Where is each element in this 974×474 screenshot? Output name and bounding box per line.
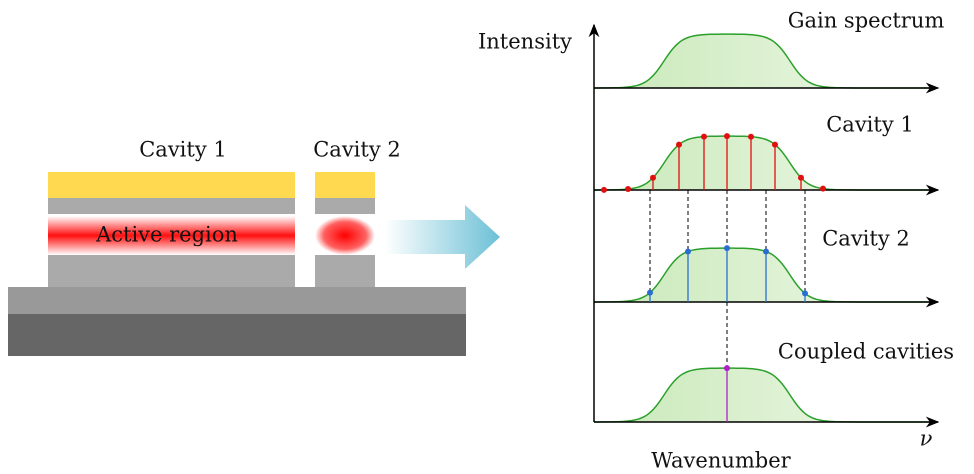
gain-fill	[594, 136, 930, 190]
cavity-label: Cavity 2	[313, 138, 401, 162]
arrow	[385, 205, 500, 269]
panel-label: Gain spectrum	[788, 9, 945, 33]
cavity-label: Cavity 1	[139, 138, 227, 162]
cavity-2-stack	[315, 172, 375, 287]
panel-label: Coupled cavities	[778, 340, 954, 364]
mode-dot	[798, 175, 804, 181]
mode-dot	[748, 134, 754, 140]
gain-fill	[594, 248, 930, 302]
panel-label: Cavity 1	[826, 113, 914, 137]
y-axis-label: Intensity	[478, 30, 572, 54]
gain-fill	[594, 34, 930, 88]
gain-fill	[594, 368, 930, 422]
active-region-label: Active region	[95, 223, 238, 247]
x-axis-label: Wavenumber	[651, 449, 791, 473]
mode-dot	[685, 249, 691, 255]
mode-dot	[724, 245, 730, 251]
mode-dot	[701, 134, 707, 140]
mode-dot	[820, 186, 826, 192]
substrate	[8, 314, 466, 356]
mode-dot	[601, 187, 607, 193]
mode-dot	[647, 290, 653, 296]
mode-dot	[625, 186, 631, 192]
mode-dot	[802, 290, 808, 296]
diagram: Cavity 1 Cavity 2 Active region Intensit…	[0, 0, 974, 474]
mode-dot	[724, 133, 730, 139]
mode-dot	[772, 142, 778, 148]
x-axis-symbol: ν	[920, 427, 933, 451]
mode-dot	[763, 249, 769, 255]
mode-dot	[676, 142, 682, 148]
mode-dot	[650, 175, 656, 181]
panel-label: Cavity 2	[822, 227, 910, 251]
lower-cladding	[8, 287, 466, 314]
mode-dot	[724, 365, 730, 371]
